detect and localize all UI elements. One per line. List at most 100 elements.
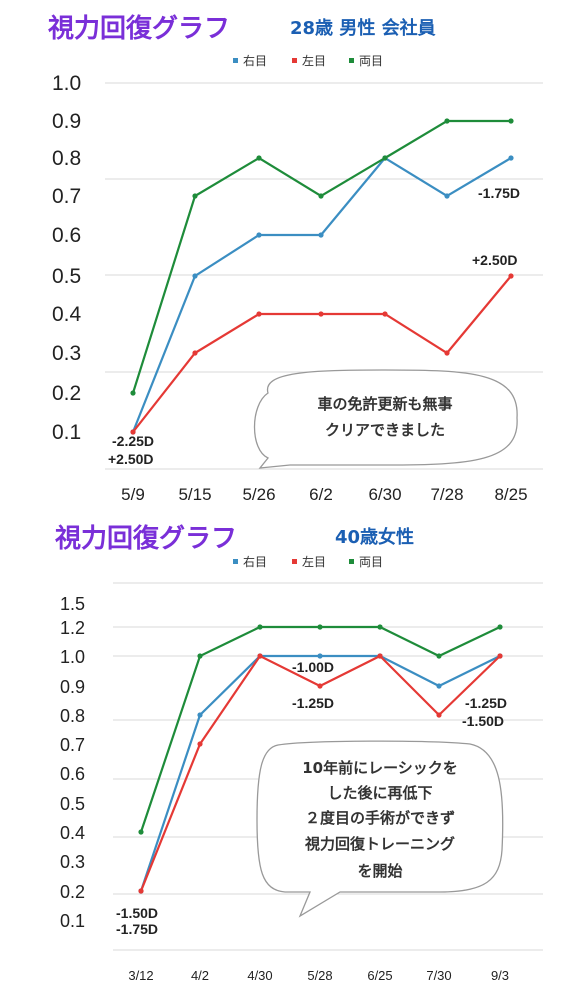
- chart2-title: 視力回復グラフ: [55, 524, 238, 554]
- chart2-data-point: [497, 653, 503, 659]
- chart2-diopter-label: -1.25D: [465, 695, 507, 711]
- chart1-data-point: [508, 273, 514, 279]
- chart1-xtick-label: 7/28: [430, 485, 463, 504]
- chart2-diopter-label: -1.50D: [116, 905, 158, 921]
- chart1-data-point: [256, 155, 262, 161]
- chart2-diopter-label: -1.25D: [292, 695, 334, 711]
- chart1-data-point: [192, 350, 198, 356]
- chart1-diopter-label: +2.50D: [108, 451, 154, 467]
- chart1-ytick-label: 0.5: [52, 265, 81, 288]
- chart1-data-point: [508, 155, 514, 161]
- chart2-xtick-label: 6/25: [367, 968, 392, 983]
- chart1-data-point: [130, 390, 136, 396]
- chart2-xtick-label: 5/28: [307, 968, 332, 983]
- chart1-ytick-label: 1.0: [52, 72, 81, 95]
- chart1-data-point: [382, 155, 388, 161]
- chart2-data-point: [138, 888, 144, 894]
- chart1-legend-label: 右目: [243, 53, 267, 68]
- chart2-ytick-label: 0.8: [60, 706, 85, 726]
- chart2-data-point: [497, 624, 503, 630]
- chart1-legend-marker: [233, 58, 238, 63]
- chart2-callout-text: ２度目の手術ができず: [305, 809, 455, 827]
- chart2-data-point: [197, 741, 203, 747]
- chart2-xtick-label: 4/2: [191, 968, 209, 983]
- chart1-data-point: [318, 193, 324, 199]
- chart1-legend-label: 両目: [359, 54, 383, 68]
- chart1-ytick-label: 0.3: [52, 342, 81, 365]
- chart1-subtitle: 28歳 男性 会社員: [290, 18, 436, 39]
- chart2-callout-text: した後に再低下: [327, 784, 432, 802]
- chart1-xtick-label: 6/2: [309, 485, 333, 504]
- chart2-data-point: [377, 653, 383, 659]
- chart2-data-point: [138, 829, 144, 835]
- chart2-legend-marker: [233, 559, 238, 564]
- chart1-diopter-label: -2.25D: [112, 433, 154, 449]
- chart2-diopter-label: -1.75D: [116, 921, 158, 937]
- chart1-data-point: [256, 311, 262, 317]
- chart2-ytick-label: 1.0: [60, 647, 85, 667]
- chart2-data-point: [436, 712, 442, 718]
- chart2-ytick-label: 0.4: [60, 823, 85, 843]
- chart1-ytick-label: 0.4: [52, 303, 82, 326]
- chart1-ytick-label: 0.6: [52, 224, 81, 247]
- chart2-ytick-label: 0.2: [60, 882, 85, 902]
- chart2-data-point: [317, 683, 323, 689]
- chart2-legend-marker: [292, 559, 297, 564]
- chart2-xtick-label: 3/12: [128, 968, 153, 983]
- chart1-ytick-label: 0.1: [52, 421, 81, 444]
- chart1-legend-label: 左目: [302, 53, 326, 68]
- chart1-series-line-3: [131, 119, 511, 394]
- chart2-ytick-label: 0.6: [60, 764, 85, 784]
- chart1-data-point: [192, 273, 198, 279]
- chart2-diopter-label: -1.50D: [462, 713, 504, 729]
- chart1-callout-text: クリアできました: [325, 421, 445, 439]
- chart1-data-point: [444, 118, 450, 124]
- chart1-data-point: [318, 232, 324, 238]
- chart1-data-point: [444, 193, 450, 199]
- chart1-ytick-label: 0.7: [52, 185, 81, 208]
- chart2-data-point: [197, 712, 203, 718]
- chart1-diopter-label: +2.50D: [472, 252, 518, 268]
- chart2-ytick-label: 0.9: [60, 677, 85, 697]
- chart1-legend-marker: [292, 58, 297, 63]
- chart2-data-point: [317, 624, 323, 630]
- chart2-data-point: [257, 653, 263, 659]
- chart1-xtick-label: 8/25: [494, 485, 527, 504]
- chart1-data-point: [508, 118, 514, 124]
- chart1-data-point: [318, 311, 324, 317]
- chart1-callout-bubble: [253, 369, 518, 469]
- chart2-xtick-label: 9/3: [491, 968, 509, 983]
- chart2-legend-label: 両目: [359, 555, 383, 569]
- chart2-xtick-label: 7/30: [426, 968, 451, 983]
- chart1-callout-text: 車の免許更新も無事: [317, 395, 452, 413]
- chart2-diopter-label: -1.00D: [292, 659, 334, 675]
- chart1-data-point: [256, 232, 262, 238]
- chart2-data-point: [317, 653, 323, 659]
- chart1-ytick-label: 0.8: [52, 147, 81, 170]
- chart2-legend-marker: [349, 559, 354, 564]
- chart2-ytick-label: 1.2: [60, 618, 85, 638]
- chart2-callout-text: を開始: [357, 862, 402, 880]
- chart1-xtick-label: 6/30: [368, 485, 401, 504]
- chart2-data-point: [377, 624, 383, 630]
- chart1-data-point: [192, 193, 198, 199]
- chart1-xtick-label: 5/9: [121, 485, 145, 504]
- chart2-callout-text: 10年前にレーシックを: [302, 759, 458, 777]
- chart1-data-point: [444, 350, 450, 356]
- chart2-subtitle: 40歳女性: [335, 527, 415, 548]
- chart1-legend-marker: [349, 58, 354, 63]
- chart2-ytick-label: 0.1: [60, 911, 85, 931]
- chart2-ytick-label: 1.5: [60, 594, 85, 614]
- chart2-data-point: [436, 653, 442, 659]
- chart2-ytick-label: 0.5: [60, 794, 85, 814]
- chart1-ytick-label: 0.2: [52, 382, 81, 405]
- chart2-callout-bubble: [256, 740, 504, 918]
- chart2-data-point: [436, 683, 442, 689]
- chart2-data-point: [197, 653, 203, 659]
- chart1-data-point: [130, 429, 136, 435]
- chart2-ytick-label: 0.7: [60, 735, 85, 755]
- chart2-ytick-label: 0.3: [60, 852, 85, 872]
- chart1-title: 視力回復グラフ: [48, 14, 231, 44]
- chart1-xtick-label: 5/26: [242, 485, 275, 504]
